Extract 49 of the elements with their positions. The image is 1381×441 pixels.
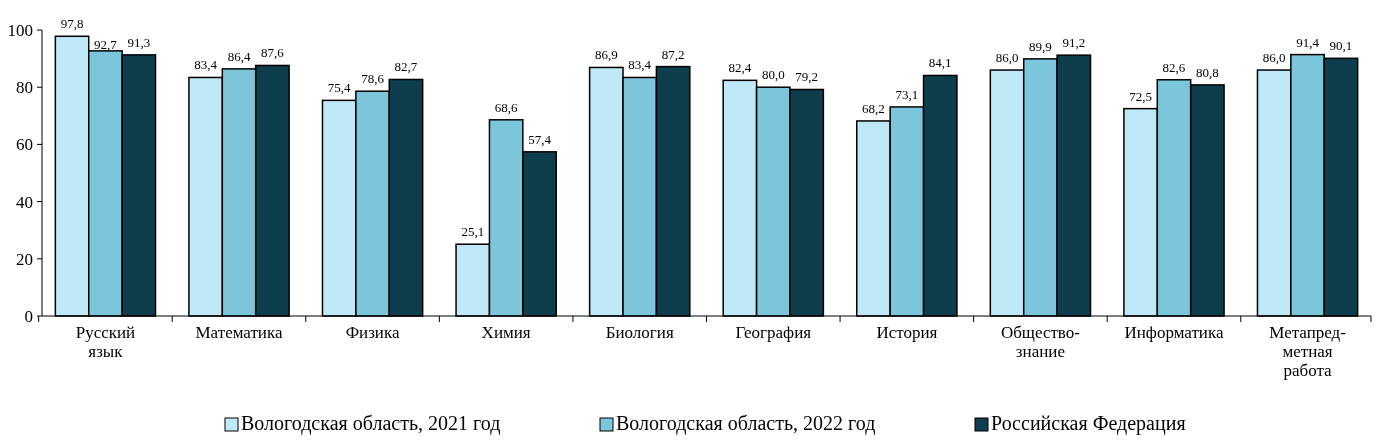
y-tick-label: 40 <box>16 192 33 212</box>
data-label: 72,5 <box>1129 88 1152 104</box>
data-label: 80,0 <box>761 67 785 83</box>
data-label: 78,6 <box>361 71 385 87</box>
x-tick-label: Метапред- метная работа <box>1269 323 1347 380</box>
data-label: 57,4 <box>528 131 552 147</box>
y-tick-label: 0 <box>24 306 33 326</box>
data-label: 91,3 <box>127 34 151 50</box>
data-label: 86,9 <box>594 47 618 63</box>
data-label: 86,0 <box>1262 50 1286 66</box>
data-label: 75,4 <box>327 80 352 96</box>
data-label: 91,2 <box>1062 35 1086 51</box>
data-label: 83,4 <box>194 57 218 73</box>
y-tick-label: 60 <box>16 135 33 155</box>
x-tick-label: Русский язык <box>75 323 136 361</box>
data-label: 89,9 <box>1029 38 1052 54</box>
x-tick-label: История <box>876 323 938 342</box>
data-label: 92,7 <box>94 36 118 52</box>
x-tick-label: Физика <box>345 323 400 342</box>
data-label: 97,8 <box>60 16 84 32</box>
y-tick-label: 80 <box>16 78 33 98</box>
data-label: 80,8 <box>1196 64 1219 80</box>
data-label: 84,1 <box>928 55 952 71</box>
data-label: 68,2 <box>862 100 885 116</box>
data-label: 91,4 <box>1296 34 1320 50</box>
x-tick-label: Математика <box>195 323 283 342</box>
x-tick-label: Химия <box>481 323 531 342</box>
legend-label: Вологодская область, 2021 год <box>241 412 501 435</box>
x-tick-label: Биология <box>605 323 674 342</box>
data-label: 86,0 <box>995 50 1019 66</box>
data-label: 82,6 <box>1162 59 1186 75</box>
data-label: 79,2 <box>795 69 819 85</box>
data-label: 87,6 <box>261 45 285 61</box>
data-label: 25,1 <box>461 224 485 240</box>
data-label: 82,4 <box>728 60 752 76</box>
legend-label: Российская Федерация <box>991 412 1186 435</box>
data-label: 83,4 <box>628 57 652 73</box>
x-tick-label: География <box>735 323 812 342</box>
y-tick-label: 100 <box>7 20 33 40</box>
data-label: 73,1 <box>895 86 919 102</box>
data-label: 90,1 <box>1329 38 1353 54</box>
legend-label: Вологодская область, 2022 год <box>616 412 876 435</box>
data-label: 82,7 <box>394 59 418 75</box>
data-label: 87,2 <box>661 46 685 62</box>
x-tick-label: Информатика <box>1124 323 1224 342</box>
data-label: 86,4 <box>227 48 251 64</box>
y-tick-label: 20 <box>16 249 33 269</box>
x-tick-label: Общество- знание <box>1000 323 1081 361</box>
data-label: 68,6 <box>494 99 519 115</box>
